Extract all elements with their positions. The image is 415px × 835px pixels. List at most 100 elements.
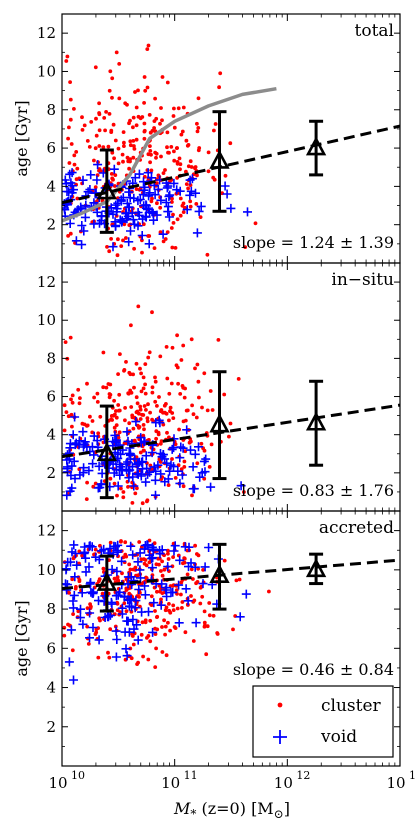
cluster-point (152, 126, 157, 130)
cluster-point (142, 561, 147, 566)
void-point (94, 461, 104, 471)
cluster-point (127, 562, 132, 567)
cluster-point (140, 501, 145, 506)
void-point (196, 201, 206, 211)
cluster-point (126, 485, 130, 489)
cluster-point (202, 609, 207, 614)
void-point (192, 228, 202, 238)
cluster-point (124, 609, 129, 614)
cluster-point (141, 375, 146, 380)
cluster-point (140, 620, 145, 625)
cluster-point (144, 408, 148, 412)
cluster-point (68, 97, 73, 102)
cluster-point (170, 245, 175, 250)
void-point (220, 181, 230, 191)
cluster-point (160, 118, 164, 123)
cluster-point (200, 405, 204, 410)
void-point (191, 188, 200, 198)
cluster-point (97, 101, 101, 106)
void-point (117, 609, 127, 619)
y-tick-label: 12 (37, 522, 56, 540)
cluster-point (72, 107, 76, 111)
y-tick-label: 4 (46, 177, 56, 195)
cluster-point (158, 205, 163, 210)
cluster-point (182, 205, 187, 210)
cluster-point (152, 541, 157, 546)
cluster-point (94, 627, 99, 632)
void-point (201, 454, 211, 464)
cluster-point (228, 141, 233, 146)
cluster-point (112, 576, 117, 581)
y-axis-label: age [Gyr] (12, 600, 31, 676)
cluster-point (94, 133, 99, 138)
void-point (70, 572, 80, 582)
cluster-point (119, 539, 123, 544)
cluster-point (160, 559, 165, 564)
void-point (198, 579, 208, 589)
panel-label: total (355, 21, 394, 41)
cluster-point (189, 337, 194, 342)
cluster-point (186, 164, 191, 169)
void-point (88, 459, 98, 469)
cluster-point (206, 150, 211, 155)
void-point (108, 242, 118, 252)
cluster-point (72, 153, 77, 158)
cluster-point (159, 408, 164, 412)
cluster-point (182, 560, 187, 565)
cluster-point (217, 85, 222, 90)
cluster-point (227, 434, 231, 439)
cluster-point (145, 419, 150, 424)
void-point (121, 644, 131, 654)
cluster-point (178, 392, 183, 396)
cluster-point (136, 660, 141, 665)
cluster-point (174, 146, 179, 151)
void-point (70, 440, 80, 450)
cluster-point (109, 414, 114, 418)
void-point (169, 443, 179, 453)
void-point (222, 189, 232, 199)
cluster-point (193, 543, 198, 548)
void-point (151, 418, 161, 428)
cluster-point (179, 132, 184, 137)
cluster-point (169, 226, 174, 230)
void-point (155, 549, 165, 559)
void-point (168, 587, 178, 597)
cluster-point (161, 422, 166, 427)
cluster-point (139, 632, 144, 637)
void-point (124, 601, 134, 611)
cluster-point (92, 395, 96, 400)
cluster-point (150, 310, 154, 315)
void-point (89, 219, 99, 229)
cluster-point (163, 608, 168, 613)
cluster-point (131, 139, 136, 143)
cluster-point (142, 404, 147, 408)
cluster-point (93, 146, 98, 151)
legend-box (252, 685, 394, 758)
void-point (66, 557, 75, 567)
void-point (133, 221, 143, 231)
x-tick-exponent: 10 (71, 769, 85, 782)
cluster-point (189, 567, 194, 572)
void-point (131, 417, 141, 427)
cluster-point (170, 345, 175, 350)
void-point (140, 590, 150, 600)
cluster-point (141, 423, 146, 427)
void-point (125, 465, 135, 475)
cluster-point (116, 161, 121, 166)
cluster-point (110, 418, 114, 422)
cluster-point (95, 391, 100, 396)
void-point (140, 581, 150, 591)
cluster-point (114, 409, 118, 413)
cluster-point (69, 412, 74, 417)
void-point (182, 425, 192, 435)
cluster-point (188, 204, 193, 209)
void-point (69, 456, 79, 466)
void-point (170, 541, 180, 551)
cluster-point (132, 147, 137, 151)
cluster-point (66, 136, 70, 141)
void-point (134, 210, 144, 220)
void-point (117, 556, 127, 566)
cluster-point (85, 381, 89, 386)
slope-label: slope = 0.46 ± 0.84 (233, 660, 394, 679)
cluster-point (76, 609, 81, 614)
